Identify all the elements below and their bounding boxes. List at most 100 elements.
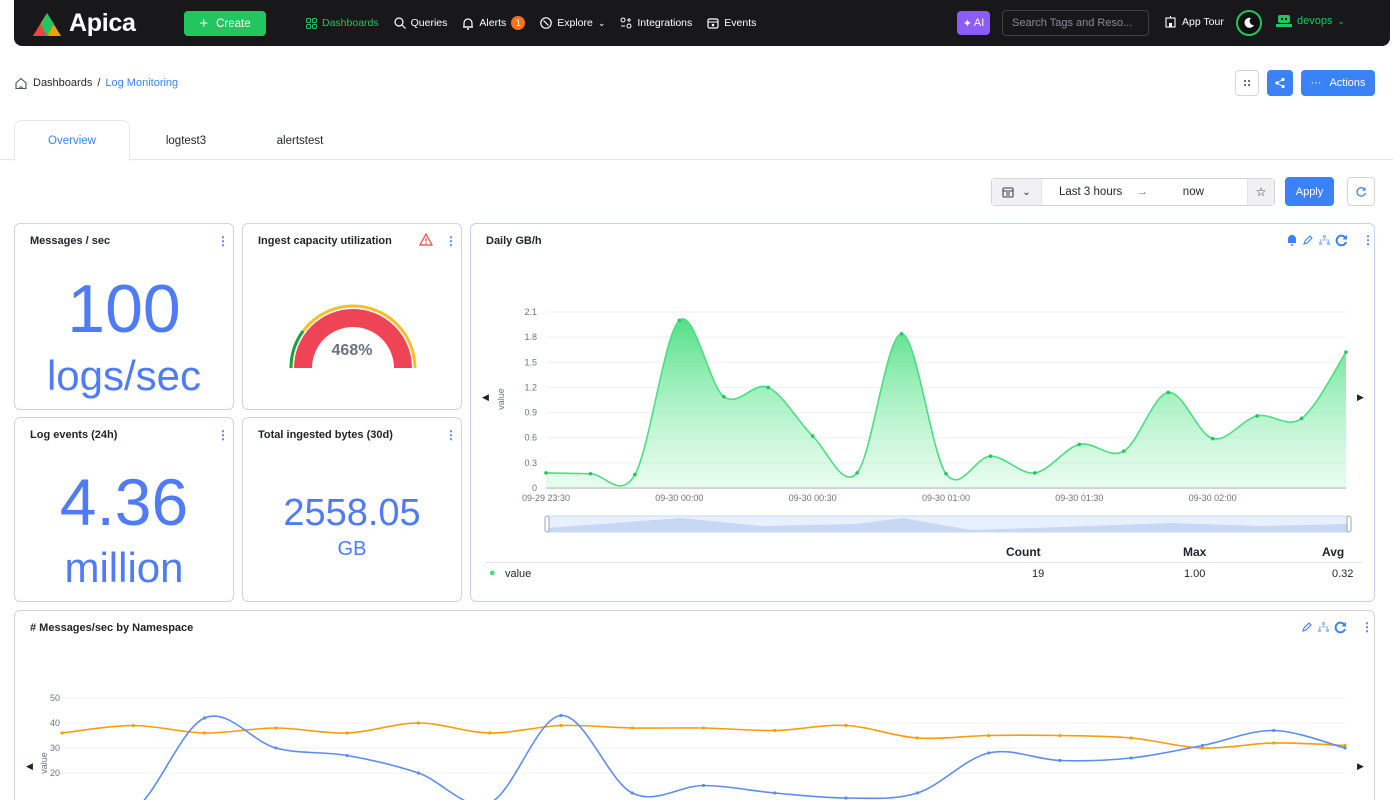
kebab-menu-icon[interactable]: ⋮: [217, 428, 229, 442]
data-point[interactable]: [1033, 471, 1037, 475]
data-point[interactable]: [810, 434, 815, 438]
nav-dashboards[interactable]: Dashboards: [306, 17, 379, 29]
data-point[interactable]: [1299, 416, 1304, 421]
time-to[interactable]: now: [1182, 186, 1204, 198]
data-point[interactable]: [588, 471, 593, 476]
nav-events[interactable]: Events: [707, 17, 756, 29]
time-range-picker[interactable]: ⌄ Last 3 hours → now ☆: [991, 178, 1275, 206]
kebab-menu-icon[interactable]: ⋮: [1361, 620, 1373, 634]
data-point[interactable]: [1343, 743, 1347, 748]
apply-button[interactable]: Apply: [1285, 177, 1334, 206]
data-point[interactable]: [274, 726, 278, 730]
data-point[interactable]: [844, 723, 848, 728]
apica-logo[interactable]: Apica: [32, 9, 136, 38]
share-button[interactable]: [1267, 70, 1293, 96]
nav-alerts[interactable]: Alerts 1: [462, 16, 526, 30]
data-point[interactable]: [988, 454, 993, 458]
data-point[interactable]: [559, 713, 563, 718]
refresh-button[interactable]: [1347, 177, 1375, 206]
data-point[interactable]: [559, 723, 563, 728]
data-point[interactable]: [630, 726, 634, 730]
data-point[interactable]: [1129, 736, 1133, 740]
refresh-icon[interactable]: [1335, 234, 1348, 247]
app-tour-button[interactable]: App Tour: [1164, 15, 1224, 28]
time-picker-toggle[interactable]: ⌄: [992, 179, 1042, 205]
data-point[interactable]: [855, 471, 859, 475]
data-point[interactable]: [1343, 746, 1347, 750]
data-point[interactable]: [987, 733, 991, 738]
data-point[interactable]: [416, 721, 420, 725]
data-point[interactable]: [944, 471, 948, 476]
edit-icon[interactable]: [1302, 234, 1314, 246]
data-point[interactable]: [701, 726, 706, 730]
data-point[interactable]: [899, 331, 904, 336]
data-point[interactable]: [1272, 728, 1276, 733]
hierarchy-icon[interactable]: [1318, 234, 1331, 246]
legend-series-name[interactable]: value: [505, 568, 532, 580]
data-point[interactable]: [766, 385, 771, 390]
kebab-menu-icon[interactable]: ⋮: [1362, 233, 1374, 247]
chart-scroll-right-icon[interactable]: ▶: [1357, 761, 1364, 771]
data-point[interactable]: [1344, 350, 1348, 355]
kebab-menu-icon[interactable]: ⋮: [445, 428, 457, 442]
data-point[interactable]: [131, 723, 135, 728]
warning-icon[interactable]: [419, 233, 433, 246]
ai-button[interactable]: ✦ AI: [957, 11, 990, 35]
data-point[interactable]: [202, 716, 207, 720]
data-point[interactable]: [1255, 414, 1259, 418]
data-point[interactable]: [721, 394, 726, 399]
data-point[interactable]: [773, 791, 777, 795]
nav-queries[interactable]: Queries: [394, 17, 447, 29]
data-point[interactable]: [915, 736, 919, 740]
data-point[interactable]: [630, 791, 634, 795]
brush-handle-right[interactable]: [1346, 515, 1352, 533]
data-point[interactable]: [345, 753, 349, 758]
data-point[interactable]: [60, 731, 64, 735]
hierarchy-icon[interactable]: [1317, 621, 1330, 633]
data-point[interactable]: [1272, 741, 1276, 745]
home-icon[interactable]: [14, 76, 28, 90]
data-point[interactable]: [844, 796, 848, 800]
data-point[interactable]: [1210, 436, 1215, 441]
data-point[interactable]: [633, 472, 637, 477]
edit-icon[interactable]: [1301, 621, 1313, 633]
time-from[interactable]: Last 3 hours: [1059, 186, 1123, 198]
actions-button[interactable]: ··· Actions: [1301, 70, 1375, 96]
data-point[interactable]: [416, 771, 420, 775]
data-point[interactable]: [773, 728, 777, 733]
data-point[interactable]: [1058, 733, 1062, 738]
nav-explore[interactable]: Explore ⌄: [540, 17, 605, 29]
data-point[interactable]: [1121, 449, 1126, 453]
brush-handle-left[interactable]: [544, 515, 550, 533]
data-point[interactable]: [202, 731, 207, 735]
data-point[interactable]: [1166, 390, 1171, 395]
data-point[interactable]: [345, 731, 349, 735]
data-point[interactable]: [987, 751, 991, 755]
data-point[interactable]: [1058, 758, 1062, 763]
chart-scroll-right-icon[interactable]: ▶: [1357, 392, 1364, 402]
data-point[interactable]: [1200, 743, 1205, 748]
data-point[interactable]: [1200, 746, 1205, 750]
user-menu[interactable]: devops ⌄: [1276, 14, 1345, 28]
breadcrumb-root[interactable]: Dashboards: [33, 77, 93, 89]
data-point[interactable]: [701, 783, 706, 788]
nav-integrations[interactable]: Integrations: [620, 17, 692, 29]
data-point[interactable]: [1129, 756, 1133, 760]
kebab-menu-icon[interactable]: ⋮: [445, 234, 457, 248]
tab-alertstest[interactable]: alertstest: [276, 134, 324, 147]
kebab-menu-icon[interactable]: ⋮: [217, 234, 229, 248]
bell-icon[interactable]: [1286, 234, 1298, 246]
chart-scroll-left-icon[interactable]: ◀: [482, 392, 489, 402]
theme-toggle[interactable]: [1236, 10, 1262, 36]
tab-overview[interactable]: Overview: [14, 120, 130, 161]
data-point[interactable]: [1077, 442, 1082, 447]
tab-logtest3[interactable]: logtest3: [165, 134, 207, 147]
data-point[interactable]: [274, 746, 278, 750]
search-input[interactable]: Search Tags and Reso...: [1002, 10, 1149, 36]
refresh-icon[interactable]: [1334, 621, 1347, 634]
data-point[interactable]: [915, 791, 919, 795]
data-point[interactable]: [488, 731, 492, 735]
data-point[interactable]: [677, 318, 682, 323]
fullscreen-button[interactable]: [1235, 70, 1259, 96]
create-button[interactable]: + Create: [184, 11, 266, 36]
